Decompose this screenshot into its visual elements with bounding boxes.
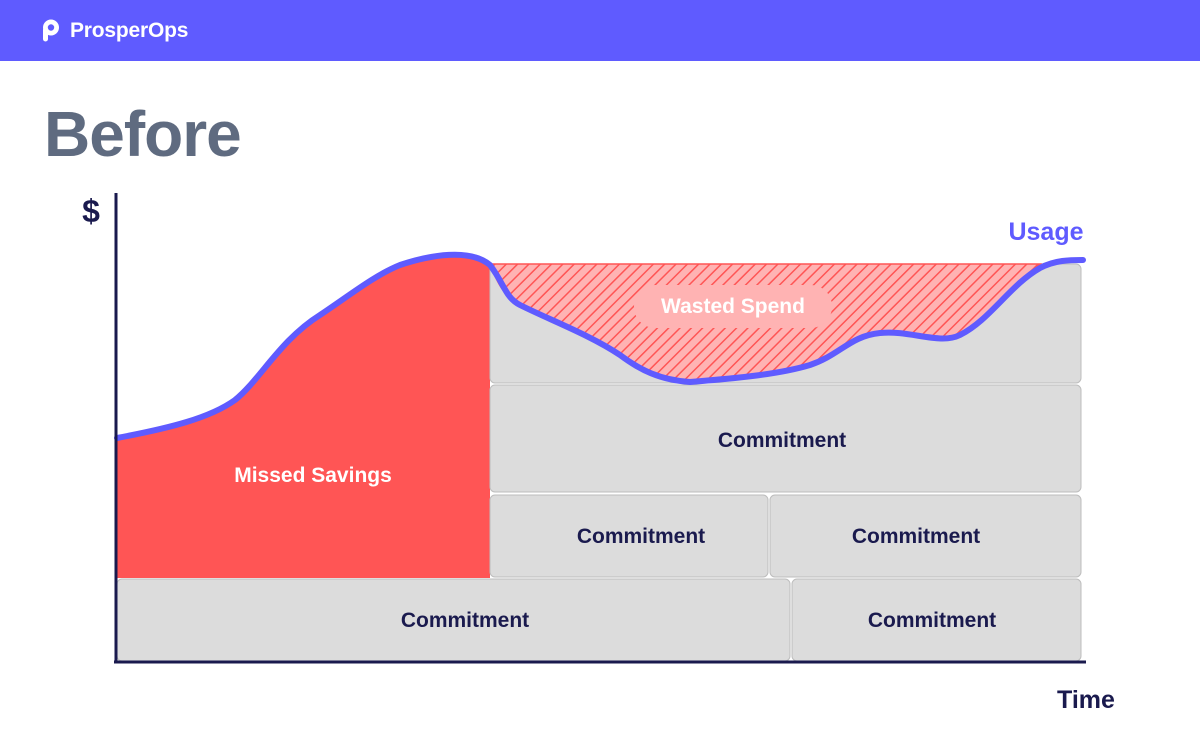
x-axis-label: Time bbox=[1057, 686, 1115, 714]
y-axis-label: $ bbox=[82, 193, 100, 229]
prosperops-logo-icon bbox=[43, 19, 59, 42]
usage-line bbox=[114, 251, 1086, 441]
page-title: Before bbox=[44, 98, 242, 170]
wasted-spend-label: Wasted Spend bbox=[661, 295, 805, 318]
brand[interactable]: ProsperOps bbox=[40, 17, 188, 45]
commitment-block bbox=[769, 494, 1082, 578]
commitment-block bbox=[489, 384, 1082, 493]
missed-savings-area bbox=[117, 254, 490, 578]
wasted-spend-pill bbox=[634, 285, 832, 328]
commitment-label: Commitment bbox=[868, 609, 996, 632]
missed-savings-label: Missed Savings bbox=[234, 464, 392, 487]
commitment-label: Commitment bbox=[852, 525, 980, 548]
commitment-label: Commitment bbox=[718, 429, 846, 452]
commitment-label: Commitment bbox=[577, 525, 705, 548]
commitment-label: Commitment bbox=[401, 609, 529, 632]
top-bar: ProsperOps bbox=[0, 0, 1200, 61]
commitment-block bbox=[489, 494, 769, 578]
usage-label: Usage bbox=[1008, 218, 1083, 246]
brand-name: ProsperOps bbox=[70, 19, 189, 42]
